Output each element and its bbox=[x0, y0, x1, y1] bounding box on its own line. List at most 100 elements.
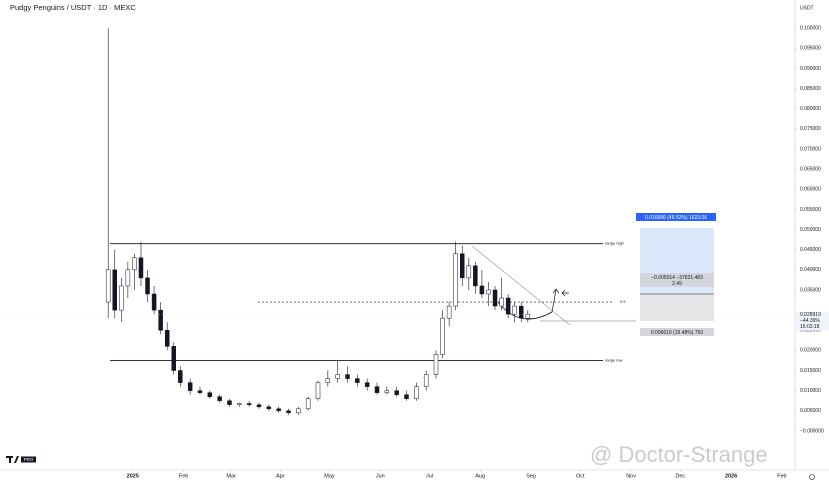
y-tick-label: 0.085000 bbox=[800, 86, 821, 92]
candle-body bbox=[525, 313, 531, 319]
candle-body bbox=[384, 390, 390, 393]
candle-body bbox=[519, 305, 524, 319]
price-label: 0.028919 bbox=[800, 312, 821, 318]
price-box bbox=[795, 311, 829, 331]
candle-body bbox=[433, 354, 439, 375]
y-tick-label: 0.020000 bbox=[800, 348, 821, 354]
left-arrow bbox=[561, 289, 569, 297]
price-countdown: 15:03:18 bbox=[800, 324, 820, 330]
x-tick-label: Oct bbox=[576, 473, 585, 479]
x-tick-label: Feb bbox=[179, 473, 188, 479]
candle-body bbox=[473, 265, 478, 287]
candle-body bbox=[325, 378, 331, 383]
candle-body bbox=[266, 406, 272, 410]
y-tick-label: 0.070000 bbox=[800, 146, 821, 152]
candle-body bbox=[171, 346, 177, 371]
candle-body bbox=[256, 404, 262, 408]
y-tick-label: 0.045000 bbox=[800, 247, 821, 253]
candle-body bbox=[335, 374, 340, 379]
candle-body bbox=[158, 309, 163, 331]
measure-ratio: 2.49 bbox=[672, 281, 682, 287]
y-tick-label: 0.075000 bbox=[800, 126, 821, 132]
x-tick-label: Jun bbox=[376, 473, 385, 479]
up-arrow bbox=[551, 288, 560, 313]
candle-body bbox=[217, 396, 222, 401]
y-tick-label: 0.090000 bbox=[800, 66, 821, 72]
measure-down bbox=[640, 294, 714, 321]
candle-body bbox=[479, 285, 485, 295]
x-tick-label: 2026 bbox=[725, 473, 737, 479]
watermark: @ Doctor-Strange bbox=[590, 442, 768, 467]
candle-body bbox=[394, 390, 399, 395]
y-tick-label: 0.095000 bbox=[800, 46, 821, 52]
candle-body bbox=[178, 370, 183, 383]
candle-body bbox=[453, 253, 458, 307]
settings-icon[interactable] bbox=[809, 474, 815, 480]
x-tick-label: Feb bbox=[777, 473, 786, 479]
y-tick-label: 0.080000 bbox=[800, 106, 821, 112]
candle-body bbox=[112, 269, 117, 311]
candle-body bbox=[132, 257, 137, 271]
candle-body bbox=[440, 317, 445, 355]
measure-top-box bbox=[636, 213, 716, 221]
candle-body bbox=[364, 382, 370, 387]
candle-body bbox=[145, 277, 150, 295]
candle-body bbox=[466, 265, 472, 279]
level-label: range high bbox=[605, 241, 624, 246]
candle-body bbox=[286, 410, 291, 414]
measure-top: 0.016686 (46.52%) 1623.06 bbox=[645, 215, 707, 221]
x-tick-label: Aug bbox=[475, 473, 485, 479]
candle-body bbox=[512, 305, 517, 315]
y-tick-label: −0.000000 bbox=[800, 428, 824, 434]
measure-bottom: 0.006610 (19.48%) 750 bbox=[651, 330, 703, 336]
x-tick-label: Jul bbox=[426, 473, 433, 479]
candle-body bbox=[414, 386, 419, 399]
y-tick-label: 0.025000 bbox=[800, 328, 821, 334]
candle-body bbox=[246, 403, 252, 406]
logo-badge: PRO bbox=[24, 457, 34, 462]
level-label: 0.5 bbox=[620, 299, 626, 304]
y-tick-label: 0.050000 bbox=[800, 227, 821, 233]
measure-bottom-box bbox=[640, 328, 714, 336]
measure-middle: −0.005014 −37821.483 bbox=[651, 275, 703, 281]
tv-logo: PRO bbox=[6, 456, 36, 463]
y-tick-label: 0.035000 bbox=[800, 287, 821, 293]
x-tick-label: Apr bbox=[276, 473, 285, 479]
candle-body bbox=[119, 285, 124, 311]
candle-body bbox=[105, 269, 111, 303]
candle-body bbox=[505, 297, 511, 315]
y-tick-label: 0.040000 bbox=[800, 267, 821, 273]
candle-body bbox=[374, 386, 380, 393]
candle-body bbox=[197, 390, 203, 393]
candle-body bbox=[227, 400, 232, 406]
measure-mid-box bbox=[640, 273, 714, 287]
candle-body bbox=[207, 392, 213, 397]
level-label: range low bbox=[605, 358, 622, 363]
candle-body bbox=[345, 374, 350, 379]
candle-body bbox=[187, 382, 193, 391]
y-tick-label: 0.055000 bbox=[800, 207, 821, 213]
candle-body bbox=[459, 253, 465, 279]
candle-body bbox=[305, 398, 311, 410]
y-tick-label: 0.065000 bbox=[800, 166, 821, 172]
candle-body bbox=[486, 289, 491, 295]
candle-body bbox=[138, 257, 144, 279]
x-tick-label: Sep bbox=[526, 473, 536, 479]
candle-body bbox=[492, 289, 498, 307]
x-tick-label: May bbox=[324, 473, 335, 479]
candle-body bbox=[276, 408, 281, 412]
candle-body bbox=[315, 382, 321, 399]
candle-body bbox=[125, 269, 131, 287]
candle-body bbox=[355, 378, 360, 383]
y-tick-label: 0.010000 bbox=[800, 388, 821, 394]
candle-body bbox=[404, 394, 409, 399]
candle-body bbox=[237, 403, 242, 406]
candle-body bbox=[423, 374, 429, 387]
x-tick-label: Mar bbox=[226, 473, 236, 479]
x-tick-label: Dec bbox=[675, 473, 685, 479]
y-tick-label: 0.100000 bbox=[800, 26, 821, 32]
x-tick-label: Nov bbox=[626, 473, 636, 479]
candle-body bbox=[164, 329, 170, 347]
chart-title: Pudgy Penguins / USDT · 1D · MEXC bbox=[10, 3, 136, 12]
